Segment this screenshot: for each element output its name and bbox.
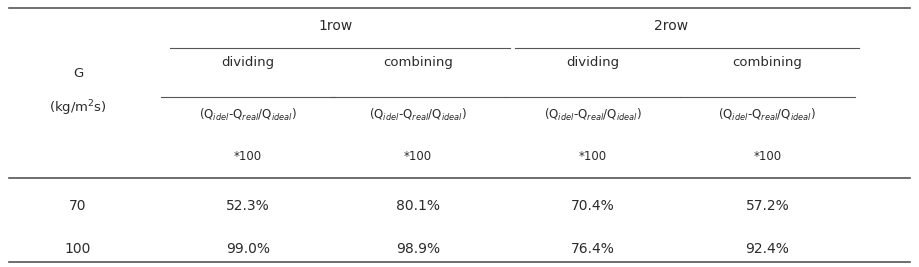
Text: 2row: 2row [653,19,688,33]
Text: 70.4%: 70.4% [571,199,615,213]
Text: *100: *100 [234,150,262,163]
Text: 52.3%: 52.3% [226,199,270,213]
Text: combining: combining [732,56,802,69]
Text: *100: *100 [579,150,607,163]
Text: 80.1%: 80.1% [396,199,440,213]
Text: 98.9%: 98.9% [396,242,440,256]
Text: 99.0%: 99.0% [226,242,270,256]
Text: (kg/m$^{2}$s): (kg/m$^{2}$s) [49,99,108,118]
Text: 92.4%: 92.4% [745,242,789,256]
Text: 70: 70 [69,199,87,213]
Text: (Q$_{idel}$-Q$_{real}$/Q$_{ideal}$): (Q$_{idel}$-Q$_{real}$/Q$_{ideal}$) [544,107,641,123]
Text: *100: *100 [754,150,781,163]
Text: 76.4%: 76.4% [571,242,615,256]
Text: combining: combining [383,56,453,69]
Text: 1row: 1row [318,19,353,33]
Text: 100: 100 [65,242,91,256]
Text: *100: *100 [404,150,432,163]
Text: dividing: dividing [221,56,275,69]
Text: dividing: dividing [566,56,619,69]
Text: 57.2%: 57.2% [745,199,789,213]
Text: (Q$_{idel}$-Q$_{real}$/Q$_{ideal}$): (Q$_{idel}$-Q$_{real}$/Q$_{ideal}$) [199,107,297,123]
Text: (Q$_{idel}$-Q$_{real}$/Q$_{ideal}$): (Q$_{idel}$-Q$_{real}$/Q$_{ideal}$) [719,107,816,123]
Text: G: G [73,67,84,80]
Text: (Q$_{idel}$-Q$_{real}$/Q$_{ideal}$): (Q$_{idel}$-Q$_{real}$/Q$_{ideal}$) [369,107,467,123]
